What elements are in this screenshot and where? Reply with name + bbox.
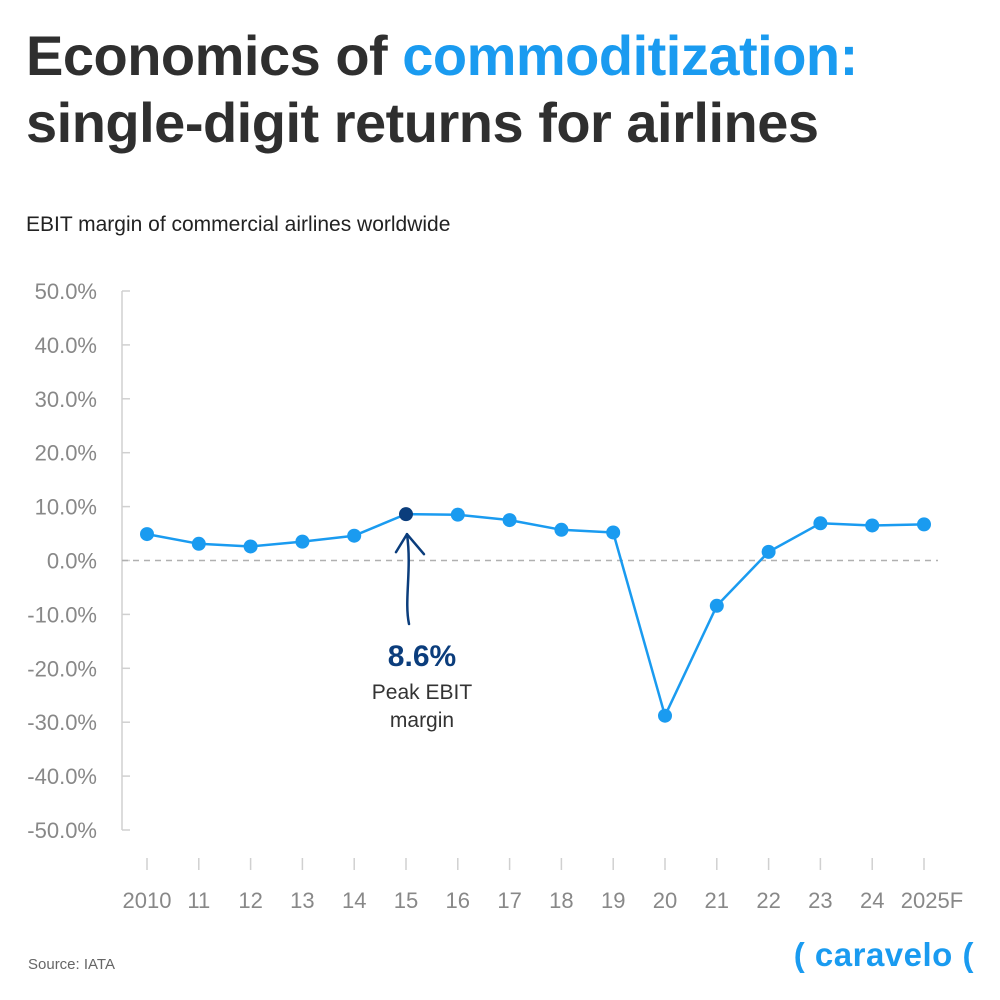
x-tick-label: 21 [705,888,729,913]
y-tick-label: 40.0% [35,333,97,358]
data-point [347,528,362,543]
annotation-label: Peak EBIT margin [342,679,502,735]
annotation-arrow [394,532,426,626]
data-point [761,544,776,559]
title-part1: Economics of [26,24,403,87]
arrow-up-icon [394,532,426,556]
x-tick-label: 2025F [901,888,963,913]
y-tick-label: -40.0% [27,764,97,789]
y-tick-label: -50.0% [27,818,97,843]
x-tick-label: 22 [756,888,780,913]
x-tick-label: 13 [290,888,314,913]
x-tick-label: 17 [497,888,521,913]
data-point [295,534,310,549]
y-tick-label: 30.0% [35,387,97,412]
x-tick-label: 20 [653,888,677,913]
data-point [450,507,465,522]
x-tick-label: 24 [860,888,884,913]
x-tick-label: 2010 [123,888,172,913]
data-point-peak [399,507,413,522]
arrow-shaft [405,532,411,626]
data-point [554,522,569,537]
data-point [813,516,828,531]
annotation-value: 8.6% [387,640,457,673]
data-point [865,518,880,533]
x-tick-label: 14 [342,888,366,913]
x-tick-label: 16 [446,888,470,913]
x-tick-label: 12 [238,888,262,913]
y-tick-label: 10.0% [35,495,97,520]
annotation-label-line2: margin [389,709,455,732]
y-axis: 50.0% 40.0% 30.0% 20.0% 10.0% 0.0% -10.0% -20.0… [27,279,130,843]
data-point [140,527,154,542]
y-tick-label: -10.0% [27,602,97,627]
series-line [146,512,925,717]
x-axis: 2010 11 12 13 14 15 16 17 18 19 20 21 22 23 24 2025F [123,858,963,913]
y-tick-label: 20.0% [35,441,97,466]
x-tick-label: 19 [601,888,625,913]
y-tick-label: -30.0% [27,710,97,735]
x-tick-label: 15 [394,888,418,913]
data-point [917,517,931,532]
y-tick-label: 0.0% [47,549,97,574]
title-line2: single-digit returns for airlines [26,91,819,154]
data-point [658,708,672,723]
data-point [191,536,206,551]
data-point [606,525,621,540]
chart-subtitle: EBIT margin of commercial airlines world… [26,213,451,236]
series-group [140,507,931,723]
source-note: Source: IATA [28,956,115,973]
title-accent: commoditization: [402,24,858,87]
y-tick-label: 50.0% [35,279,97,304]
x-tick-label: 11 [187,888,210,913]
x-tick-label: 18 [549,888,573,913]
data-point [502,513,517,528]
x-tick-label: 23 [808,888,832,913]
data-point [709,598,724,613]
annotation-label-line1: Peak EBIT [371,681,473,704]
chart-title: Economics of commoditization: single-digi… [26,22,976,156]
data-point [243,539,258,554]
brand-logo: ( caravelo ( [793,936,974,973]
y-tick-label: -20.0% [27,656,97,681]
